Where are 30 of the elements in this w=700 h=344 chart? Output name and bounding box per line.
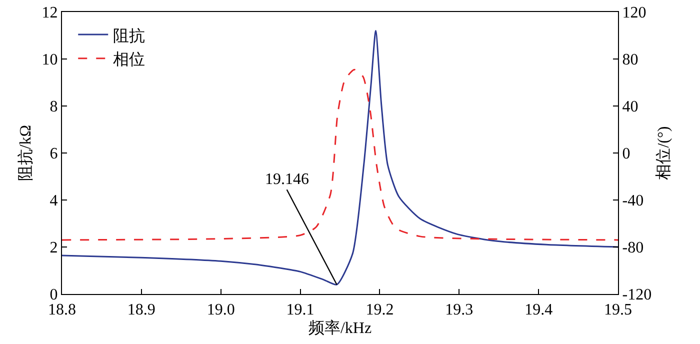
legend-label: 相位 [113, 50, 146, 69]
y2-tick-label: -40 [622, 192, 644, 210]
line-series [62, 68, 618, 241]
x-tick-label: 19.2 [366, 301, 394, 318]
y-tick-label: 6 [50, 146, 58, 163]
x-tick-label: 19.1 [286, 301, 314, 318]
y2-tick-label: -120 [622, 286, 652, 304]
y2-tick-label: 0 [622, 146, 630, 163]
y-tick-label: 8 [50, 98, 58, 116]
y2-tick-label: -80 [622, 240, 644, 257]
x-tick-label: 18.8 [48, 301, 76, 318]
y2-tick-label: 40 [622, 98, 638, 116]
y-tick-label: 10 [42, 52, 58, 69]
y-tick-label: 4 [50, 192, 58, 210]
y2-tick-label: 80 [622, 52, 638, 69]
y-axis-title: 阻抗/kΩ [16, 124, 35, 182]
legend-label: 阻抗 [113, 26, 146, 45]
y-tick-label: 12 [42, 4, 58, 22]
y-tick-label: 2 [50, 240, 58, 257]
x-tick-label: 19.4 [524, 301, 553, 318]
annotation: 19.146 [265, 171, 309, 188]
y2-tick-label: 120 [622, 4, 646, 22]
x-tick-label: 19.0 [206, 301, 235, 318]
x-tick-label: 19.5 [604, 301, 632, 318]
line-series [62, 30, 618, 286]
y2-axis-title: 相位/(°) [654, 126, 672, 180]
x-tick-label: 19.3 [445, 301, 474, 318]
y-tick-label: 0 [50, 286, 58, 304]
x-axis-title: 频率/kHz [308, 319, 372, 337]
x-tick-label: 18.9 [127, 301, 156, 318]
